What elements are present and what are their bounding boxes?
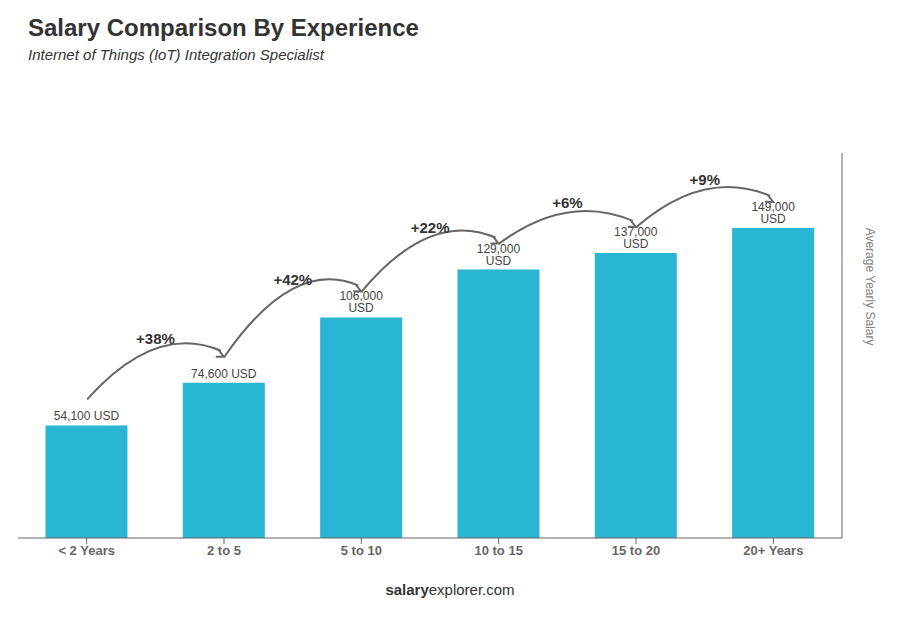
html-text:salary explorer.com: salary explorer.com [385, 581, 515, 598]
svg-text:74,600 USD: 74,600 USD [191, 367, 257, 381]
html-text:Internet of Things (IoT) Integ: Internet of Things (IoT) Integration Spe… [28, 46, 324, 63]
svg-text:15 to 20: 15 to 20 [612, 543, 660, 558]
svg-text:129,000USD: 129,000USD [477, 242, 521, 268]
svg-text:< 2 Years: < 2 Years [58, 543, 115, 558]
svg-text:+9%: +9% [690, 171, 720, 188]
svg-text:+22%: +22% [411, 219, 450, 236]
svg-text:+6%: +6% [552, 194, 582, 211]
svg-text:Average Yearly Salary: Average Yearly Salary [863, 228, 877, 346]
svg-text:149,000USD: 149,000USD [751, 200, 795, 226]
svg-text:10 to 15: 10 to 15 [474, 543, 522, 558]
svg-text:54,100 USD: 54,100 USD [54, 409, 120, 423]
svg-text:106,000USD: 106,000USD [339, 289, 383, 315]
svg-text:+38%: +38% [136, 330, 175, 347]
svg-text:20+ Years: 20+ Years [743, 543, 803, 558]
svg-text:5 to 10: 5 to 10 [341, 543, 382, 558]
svg-text:137,000USD: 137,000USD [614, 225, 658, 251]
html-text:Salary Comparison By Experienc: Salary Comparison By Experience [28, 14, 419, 41]
svg-text:+42%: +42% [273, 271, 312, 288]
svg-text:2 to 5: 2 to 5 [207, 543, 241, 558]
